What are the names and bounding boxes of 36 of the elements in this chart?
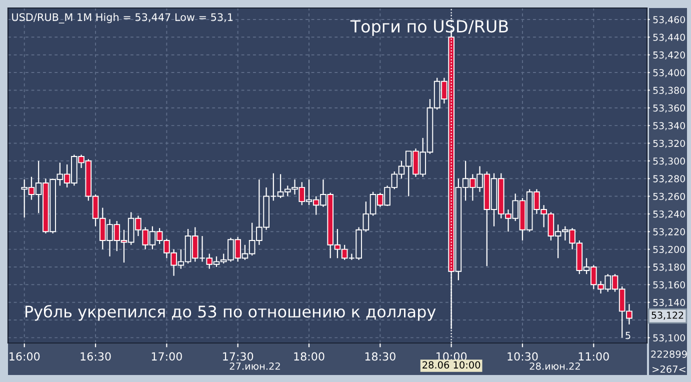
text: 27.июн.22 — [230, 362, 280, 370]
y-tick-label: 53,380 — [653, 86, 685, 95]
y-tick-label: 53,320 — [653, 140, 685, 148]
y-tick-label: 53,200 — [653, 246, 685, 254]
y-tick-label: 53,100 — [653, 334, 685, 342]
annotation: USD/RUB_M 1M High = 53,447 Low = 53,1 — [12, 13, 233, 24]
y-tick-label: 53,460 — [653, 16, 685, 24]
text: 53,122 — [652, 312, 684, 320]
annotation: 5 — [626, 332, 630, 340]
annotation: Рубль укрепился до 53 по отношению к доллару — [26, 304, 436, 321]
y-tick-label: 53,220 — [653, 228, 685, 236]
ref-line-label: 28.06 10:00 — [422, 361, 480, 369]
y-tick-label: 53,420 — [653, 51, 685, 60]
text: >267< — [652, 365, 686, 373]
x-tick-label: 17:30 — [223, 352, 254, 361]
x-tick-label: 18:30 — [365, 352, 396, 361]
y-tick-label: 53,360 — [653, 104, 685, 113]
x-tick-label: 16:30 — [80, 352, 111, 361]
y-tick-label: 53,400 — [653, 69, 685, 78]
y-tick-label: 53,160 — [653, 281, 685, 290]
y-tick-label: 53,340 — [653, 122, 685, 130]
y-tick-label: 53,280 — [653, 175, 685, 184]
x-tick-label: 17:00 — [152, 352, 182, 361]
x-tick-label: 18:00 — [294, 352, 324, 361]
text: Торги по USD/RUB — [350, 20, 508, 36]
y-tick-label: 53,260 — [653, 192, 685, 201]
x-tick-label: 16:00 — [10, 352, 40, 361]
x-tick-label: 10:30 — [508, 352, 538, 361]
y-tick-label: 53,140 — [653, 298, 685, 308]
y-tick-label: 53,300 — [653, 157, 685, 166]
text: 28.июн.22 — [530, 362, 580, 370]
y-tick-label: 53,180 — [653, 264, 685, 272]
x-tick-label: 11:00 — [578, 352, 609, 361]
text: 222899 — [651, 350, 687, 358]
y-tick-label: 53,240 — [653, 210, 685, 219]
y-tick-label: 53,440 — [653, 34, 685, 42]
